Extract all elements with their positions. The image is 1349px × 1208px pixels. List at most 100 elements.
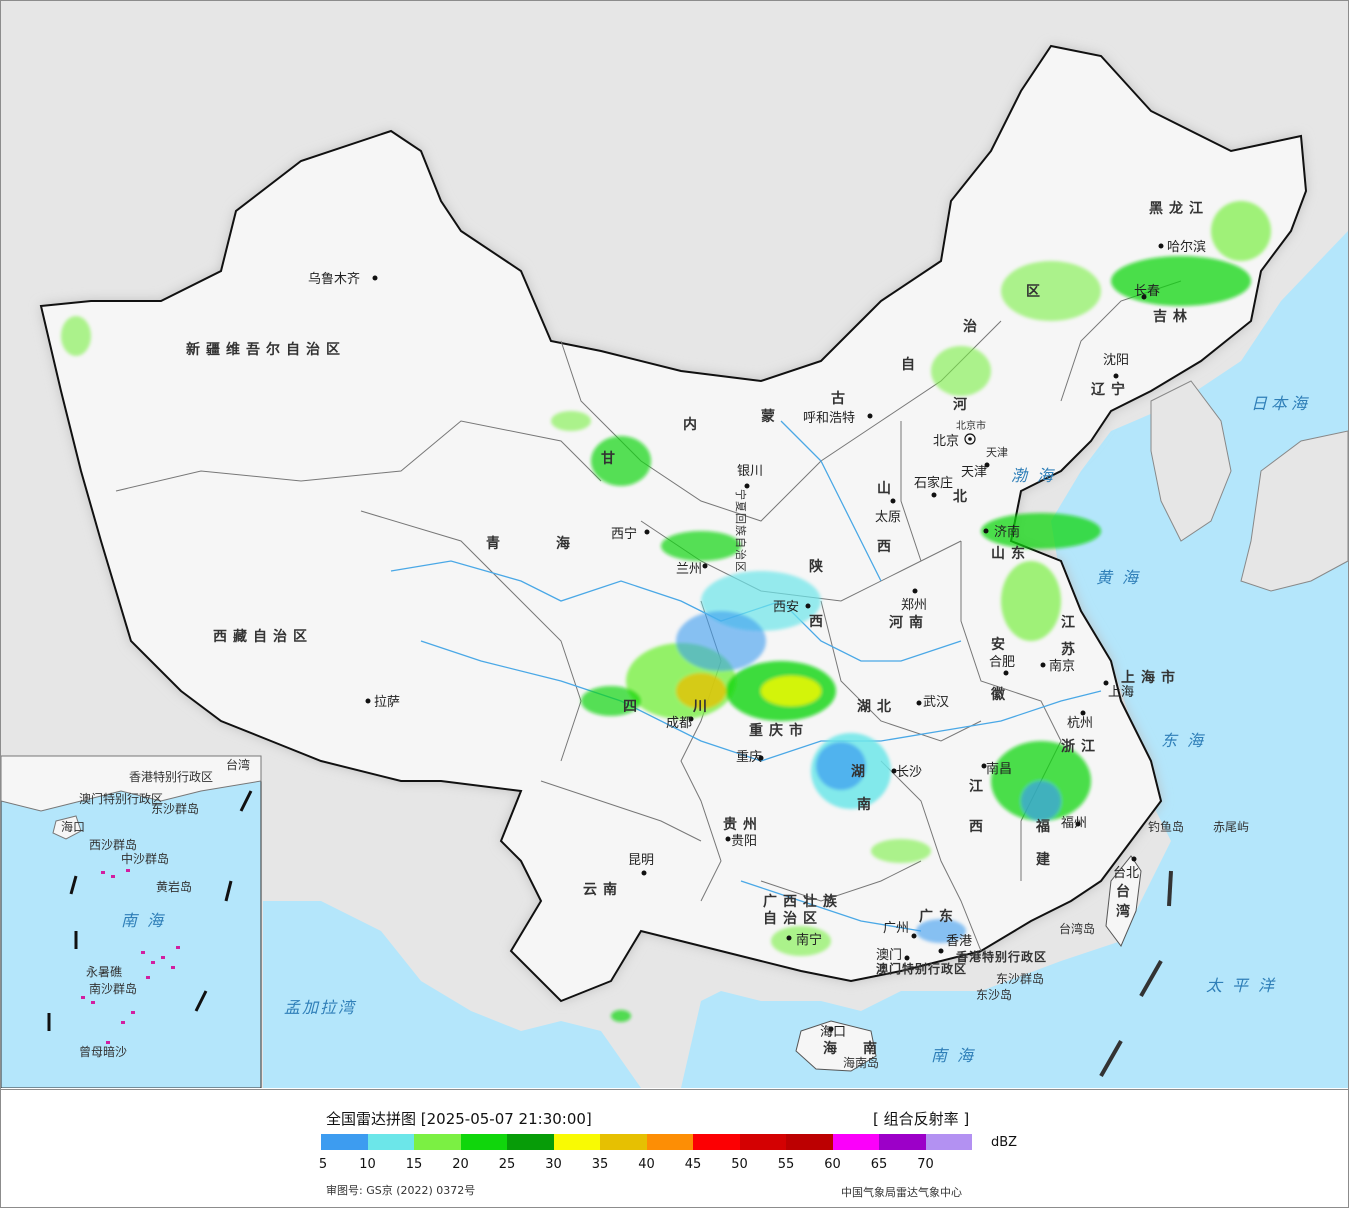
inset-label-huangyan: 黄岩岛 — [156, 879, 192, 894]
svg-text:太原: 太原 — [875, 510, 901, 525]
label-guangxi-2: 自治区 — [763, 910, 823, 927]
scale-swatch — [646, 1134, 693, 1150]
scale-swatch — [693, 1134, 740, 1150]
inset-label-nansha: 南沙群岛 — [89, 981, 137, 996]
city-changchun: 长春 — [1134, 284, 1160, 300]
svg-text:西安: 西安 — [773, 600, 799, 615]
svg-text:广州: 广州 — [883, 921, 909, 936]
svg-text:北京: 北京 — [933, 434, 959, 449]
scale-swatch — [879, 1134, 926, 1150]
svg-text:石家庄: 石家庄 — [914, 475, 953, 491]
svg-text:银川: 银川 — [737, 464, 763, 479]
scale-swatch — [414, 1134, 461, 1150]
svg-text:重庆: 重庆 — [736, 749, 762, 765]
label-nanhai: 南海 — [931, 1046, 983, 1065]
label-xizang: 西藏自治区 — [213, 628, 313, 645]
city-kunming: 昆明 — [628, 853, 654, 876]
city-zhengzhou: 郑州 — [901, 588, 927, 613]
city-taiyuan: 太原 — [875, 498, 901, 525]
scale-swatch — [507, 1134, 554, 1150]
svg-text:乌鲁木齐: 乌鲁木齐 — [308, 271, 360, 287]
label-neimenggu-2: 蒙 — [761, 408, 781, 425]
city-urumqi: 乌鲁木齐 — [308, 271, 378, 287]
label-hebei-2: 北 — [953, 489, 973, 505]
city-nanchang: 南昌 — [981, 761, 1012, 777]
svg-text:杭州: 杭州 — [1067, 716, 1093, 731]
label-beijing-prov: 北京市 — [956, 419, 986, 432]
city-jinan: 济南 — [983, 524, 1020, 540]
svg-text:沈阳: 沈阳 — [1103, 353, 1129, 368]
hainan-island — [795, 1020, 877, 1072]
svg-text:呼和浩特: 呼和浩特 — [803, 411, 855, 426]
label-neimenggu-4: 自 — [901, 356, 921, 373]
label-macao-region: 澳门特别行政区 — [876, 961, 967, 976]
svg-text:西宁: 西宁 — [611, 526, 637, 542]
city-hongkong: 香港 — [938, 934, 972, 954]
scale-tick-label: 70 — [917, 1157, 934, 1172]
label-huanghai: 黄海 — [1096, 568, 1148, 587]
svg-text:南京: 南京 — [1049, 658, 1075, 674]
label-neimenggu-3: 古 — [831, 390, 851, 407]
label-shandong: 山东 — [991, 545, 1031, 562]
label-gansu: 甘 — [601, 450, 621, 467]
city-nanjing: 南京 — [1040, 658, 1075, 674]
scale-tick-label: 60 — [824, 1157, 841, 1172]
city-haikou: 海口 — [820, 1025, 846, 1040]
city-nanning: 南宁 — [786, 932, 822, 948]
label-donghai: 东海 — [1161, 731, 1213, 750]
svg-text:南昌: 南昌 — [986, 761, 1012, 777]
inset-label-zhongsha: 中沙群岛 — [121, 851, 169, 866]
label-neimenggu-6: 区 — [1026, 284, 1046, 300]
city-lanzhou: 兰州 — [676, 562, 708, 577]
scale-swatch — [786, 1134, 833, 1150]
label-chongqing: 重庆市 — [749, 722, 809, 739]
label-qinghai-1: 青 — [486, 535, 506, 552]
label-shanxi-1: 山 — [877, 481, 897, 497]
scale-swatch — [321, 1134, 368, 1150]
scale-swatch — [600, 1134, 647, 1150]
svg-text:福州: 福州 — [1061, 816, 1087, 831]
label-neimenggu-5: 治 — [963, 318, 983, 335]
label-fujian-2: 建 — [1036, 851, 1056, 868]
label-hebei-1: 河 — [953, 396, 973, 413]
city-yinchuan: 银川 — [737, 464, 763, 489]
label-dongshaqundao: 东沙群岛 — [996, 971, 1044, 986]
rivers — [390, 420, 1102, 932]
label-hainan-2: 南 — [863, 1040, 883, 1057]
legend-unit: dBZ — [991, 1135, 1018, 1150]
label-hainan-1: 海 — [823, 1040, 843, 1057]
label-xinjiang: 新疆维吾尔自治区 — [186, 341, 346, 358]
maritime-boundaries — [1099, 870, 1173, 1077]
scale-swatch — [832, 1134, 879, 1150]
scale-tick-label: 40 — [638, 1157, 655, 1172]
svg-text:长沙: 长沙 — [896, 765, 922, 780]
label-jiangsu-1: 江 — [1061, 614, 1081, 631]
city-shanghai: 上海 — [1103, 680, 1134, 700]
svg-text:南宁: 南宁 — [796, 932, 822, 948]
label-diaoyudao: 钓鱼岛 — [1148, 819, 1184, 834]
city-tianjin: 天津 — [961, 462, 990, 480]
legend-title: 全国雷达拼图 [2025-05-07 21:30:00] — [326, 1110, 592, 1128]
scale-tick-label: 30 — [545, 1157, 562, 1172]
city-guiyang: 贵阳 — [725, 834, 757, 849]
label-dongshadao: 东沙岛 — [976, 987, 1012, 1002]
inset-label-macao: 澳门特别行政区 — [79, 791, 163, 806]
scale-tick-label: 10 — [359, 1157, 376, 1172]
inset-label-zengmu: 曾母暗沙 — [79, 1044, 127, 1059]
taiwan-island — [1105, 855, 1142, 947]
label-shaanxi-1: 陕 — [809, 558, 829, 575]
label-ribenhai: 日本海 — [1251, 394, 1311, 413]
label-liaoning: 辽宁 — [1091, 381, 1131, 398]
city-xian: 西安 — [773, 600, 811, 615]
city-labels: 乌鲁木齐 拉萨 西宁 兰州 银川 呼和浩特 北京 天津 石家庄 太原 西安 郑州… — [308, 239, 1206, 1040]
svg-text:香港: 香港 — [946, 934, 972, 949]
city-hohhot: 呼和浩特 — [803, 411, 873, 426]
scale-tick-label: 20 — [452, 1157, 469, 1172]
city-guangzhou: 广州 — [883, 921, 917, 939]
korea-land — [1150, 380, 1232, 542]
scale-tick-label: 50 — [731, 1157, 748, 1172]
city-hangzhou: 杭州 — [1067, 710, 1093, 731]
city-taibei: 台北 — [1113, 856, 1139, 881]
svg-text:海口: 海口 — [820, 1025, 846, 1040]
label-mengjialawan: 孟加拉湾 — [284, 998, 357, 1017]
